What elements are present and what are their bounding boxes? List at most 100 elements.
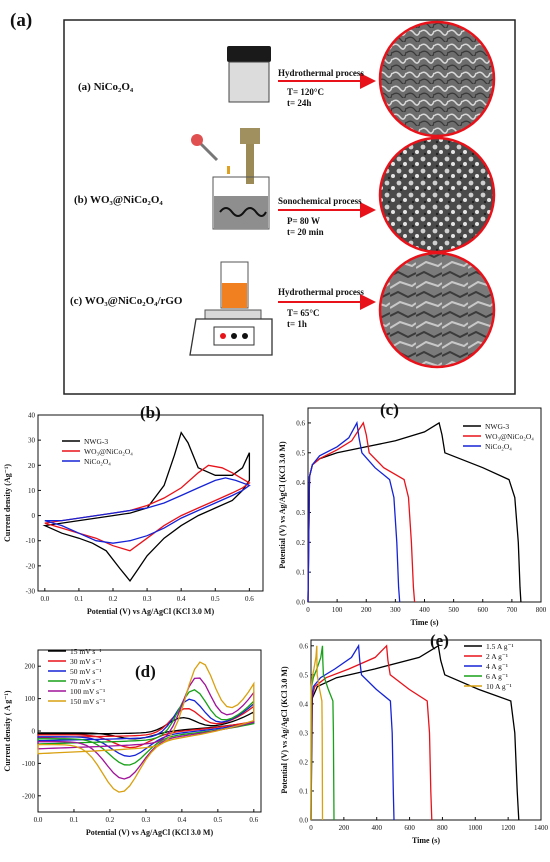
x-tick-label: 600 xyxy=(404,824,415,832)
panel-a-label: (a) xyxy=(10,10,32,31)
legend-label-2: 4 A g⁻¹ xyxy=(486,662,508,671)
process-b: Sonochemical process xyxy=(278,196,362,206)
y-tick-label: 30 xyxy=(28,437,36,445)
y-axis-label: Potential (V) vs Ag/AgCl (KCl 3.0 M) xyxy=(278,441,287,569)
cond2-a: t= 24h xyxy=(287,98,311,108)
row-c-name: (c) WO₃@NiCo₂O₄/rGO xyxy=(70,295,183,307)
panel-label: (b) xyxy=(140,403,161,422)
x-tick-label: 0 xyxy=(306,606,310,614)
x-tick-label: 400 xyxy=(371,824,382,832)
x-tick-label: 0.2 xyxy=(106,816,115,824)
legend-label-1: WO₃@NiCo₂O₄ xyxy=(84,447,133,456)
x-axis-label: Potential (V) vs Ag/AgCl (KCl 3.0 M) xyxy=(86,828,214,837)
legend-label-4: 10 A g⁻¹ xyxy=(486,682,512,691)
series-line-0 xyxy=(42,431,251,582)
legend-label-0: NWG-3 xyxy=(485,422,509,431)
y-axis-label: Potential (V) vs Ag/AgCl (KCl 3.0 M) xyxy=(280,666,289,794)
y-tick-label: -100 xyxy=(22,760,35,768)
y-tick-label: 100 xyxy=(25,695,36,703)
y-tick-label: 0.3 xyxy=(296,509,305,517)
legend-label-5: 150 mV s⁻¹ xyxy=(70,697,105,706)
sem-image-wo3-nico2o4-rgo xyxy=(378,251,496,369)
x-tick-label: 1200 xyxy=(501,824,516,832)
panel-a: (a) (a) NiCo₂O₄ (b) WO₃@NiCo₂O₄ (c) WO₃@… xyxy=(10,10,516,395)
x-tick-label: 100 xyxy=(332,606,343,614)
series-line-5 xyxy=(37,661,255,793)
x-tick-label: 400 xyxy=(419,606,430,614)
x-tick-label: 1000 xyxy=(468,824,483,832)
x-tick-label: 0.1 xyxy=(70,816,79,824)
legend-label-0: 1.5 A g⁻¹ xyxy=(486,642,514,651)
cond2-b: t= 20 min xyxy=(287,227,324,237)
y-tick-label: 0.5 xyxy=(296,449,305,457)
y-tick-label: 200 xyxy=(25,663,36,671)
x-tick-label: 300 xyxy=(390,606,401,614)
hotplate-beaker-icon xyxy=(189,261,273,356)
sem-image-nico2o4 xyxy=(378,20,496,138)
x-tick-label: 0.4 xyxy=(177,595,186,603)
y-axis-label: Current density (Ag⁻¹) xyxy=(3,464,12,542)
x-tick-label: 0.5 xyxy=(213,816,222,824)
x-tick-label: 0.5 xyxy=(211,595,220,603)
legend-label-2: NiCo₂O₄ xyxy=(485,442,512,451)
x-tick-label: 0.0 xyxy=(34,816,43,824)
cond1-b: P= 80 W xyxy=(287,216,320,226)
x-tick-label: 0.4 xyxy=(177,816,186,824)
x-tick-label: 0.6 xyxy=(245,595,254,603)
legend-label-1: WO₃@NiCo₂O₄ xyxy=(485,432,534,441)
y-tick-label: 0 xyxy=(32,512,36,520)
y-tick-label: 0.2 xyxy=(296,539,305,547)
x-tick-label: 800 xyxy=(536,606,547,614)
x-tick-label: 0.1 xyxy=(75,595,84,603)
process-a: Hydrothermal process xyxy=(278,68,364,78)
y-tick-label: 40 xyxy=(28,412,36,420)
autoclave-jar-icon xyxy=(227,46,271,103)
series-line-3 xyxy=(37,689,255,766)
y-tick-label: 0 xyxy=(32,728,36,736)
chart-d-cv-scan-rates: 0.0 0.1 0.2 0.3 0.4 0.5 0.6 -200 -100 0 100 200 Pote… xyxy=(3,647,262,837)
plot-frame xyxy=(37,414,264,592)
y-tick-label: 0.3 xyxy=(299,729,308,737)
x-axis-label: Time (s) xyxy=(410,618,438,627)
y-tick-label: 0.5 xyxy=(299,671,308,679)
x-tick-label: 1400 xyxy=(534,824,549,832)
x-tick-label: 800 xyxy=(437,824,448,832)
x-tick-label: 0 xyxy=(309,824,313,832)
y-tick-label: 0.6 xyxy=(299,642,308,650)
row-b-name: (b) WO₃@NiCo₂O₄ xyxy=(74,194,163,206)
x-tick-label: 0.6 xyxy=(249,816,258,824)
series-line-2 xyxy=(310,643,395,821)
x-tick-label: 600 xyxy=(478,606,489,614)
y-tick-label: 0.2 xyxy=(299,758,308,766)
y-tick-label: 0.0 xyxy=(299,817,308,825)
series-line-2 xyxy=(307,420,401,603)
series-line-0 xyxy=(310,644,520,821)
cond2-c: t= 1h xyxy=(287,319,307,329)
series-line-4 xyxy=(310,645,324,821)
y-tick-label: 0.0 xyxy=(296,599,305,607)
y-tick-label: 0.1 xyxy=(296,569,305,577)
legend-label-2: NiCo₂O₄ xyxy=(84,457,111,466)
x-tick-label: 200 xyxy=(361,606,372,614)
y-tick-label: 0.4 xyxy=(296,479,305,487)
legend-label-1: 2 A g⁻¹ xyxy=(486,652,508,661)
process-c: Hydrothermal process xyxy=(278,287,364,297)
series-line-1 xyxy=(310,644,433,821)
series-line-4 xyxy=(37,677,255,780)
x-axis-label: Potential (V) vs Ag/AgCl (KCl 3.0 M) xyxy=(87,607,215,616)
y-axis-label: Current density ( A g⁻¹) xyxy=(3,690,12,771)
y-tick-label: 0.1 xyxy=(299,787,308,795)
chart-b-cv: 0.0 0.1 0.2 0.3 0.4 0.5 0.6 -30 -20 -10 0 10 20 30 40 P… xyxy=(3,403,264,616)
cond1-c: T= 65°C xyxy=(287,308,319,318)
y-tick-label: -10 xyxy=(26,537,36,545)
x-tick-label: 0.2 xyxy=(109,595,118,603)
sonicator-icon xyxy=(191,128,270,230)
legend-label-0: NWG-3 xyxy=(84,437,108,446)
x-tick-label: 500 xyxy=(448,606,459,614)
sem-image-wo3-nico2o4 xyxy=(378,136,496,254)
panel-label: (c) xyxy=(380,400,399,419)
legend-label-3: 6 A g⁻¹ xyxy=(486,672,508,681)
series-line-2 xyxy=(44,477,251,544)
panel-label: (e) xyxy=(430,631,449,650)
panel-label: (d) xyxy=(135,662,156,681)
